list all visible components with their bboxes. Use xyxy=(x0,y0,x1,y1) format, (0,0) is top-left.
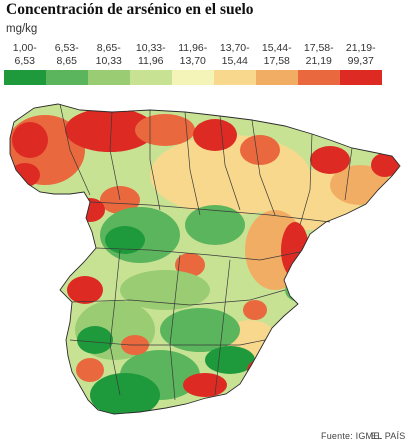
legend-range-label: 10,33- 11,96 xyxy=(130,42,172,68)
legend-range-label: 1,00- 6,53 xyxy=(4,42,46,68)
legend-range-from: 6,53- xyxy=(54,42,79,54)
zone-duero-low xyxy=(105,226,145,254)
legend-range-from: 21,19- xyxy=(345,42,376,54)
source-note: Fuente: IGME. xyxy=(321,431,383,441)
zone-caceres-hot xyxy=(67,276,103,304)
spain-choropleth-map xyxy=(9,103,401,415)
zone-basque xyxy=(193,119,237,151)
legend-swatch xyxy=(88,70,130,85)
unit-label: mg/kg xyxy=(6,23,38,35)
zone-valencia-coast xyxy=(281,222,309,278)
legend-range-label: 13,70- 15,44 xyxy=(214,42,256,68)
soil-arsenic-surface xyxy=(10,104,400,414)
legend-range-to: 10,33 xyxy=(95,55,122,67)
zone-almeria-hot xyxy=(247,358,283,382)
legend-swatch xyxy=(4,70,46,85)
zone-galicia-hot xyxy=(12,122,48,158)
legend-item: 1,00- 6,53 xyxy=(4,42,46,85)
legend-item: 11,96- 13,70 xyxy=(172,42,214,85)
zone-huelva xyxy=(90,373,160,414)
legend-item: 15,44- 17,58 xyxy=(256,42,298,85)
legend-range-from: 15,44- xyxy=(261,42,292,54)
legend-item: 13,70- 15,44 xyxy=(214,42,256,85)
zone-jaen xyxy=(160,308,240,352)
legend-range-label: 15,44- 17,58 xyxy=(256,42,298,68)
legend-swatch xyxy=(340,70,382,85)
legend-swatch xyxy=(46,70,88,85)
legend-item: 21,19- 99,37 xyxy=(340,42,382,85)
zone-toledo xyxy=(120,270,210,310)
legend-swatch xyxy=(214,70,256,85)
legend-range-from: 1,00- xyxy=(12,42,37,54)
zone-soria xyxy=(185,205,245,245)
zone-asturias xyxy=(65,108,155,152)
map-title: Concentración de arsénico en el suelo xyxy=(6,1,254,18)
legend-range-from: 17,58- xyxy=(303,42,334,54)
legend-range-to: 8,65 xyxy=(56,55,77,67)
zone-albacete xyxy=(243,300,267,320)
legend-range-from: 10,33- xyxy=(135,42,166,54)
legend-range-to: 99,37 xyxy=(347,55,374,67)
legend-range-to: 6,53 xyxy=(14,55,35,67)
zone-extremadura-low xyxy=(77,326,113,354)
country-outline xyxy=(9,103,401,415)
legend-range-label: 11,96- 13,70 xyxy=(172,42,214,68)
zone-alicante xyxy=(285,278,315,302)
legend-range-to: 15,44 xyxy=(221,55,248,67)
legend-item: 10,33- 11,96 xyxy=(130,42,172,85)
credit-label: EL PAÍS xyxy=(371,431,406,441)
zone-malaga-hot xyxy=(183,373,227,397)
legend-range-from: 8,65- xyxy=(96,42,121,54)
legend-range-from: 13,70- xyxy=(219,42,250,54)
zone-navarra xyxy=(240,135,280,165)
legend-range-to: 13,70 xyxy=(179,55,206,67)
legend-range-to: 21,19 xyxy=(305,55,332,67)
zone-granada xyxy=(205,346,255,374)
province-boundaries xyxy=(59,103,353,401)
zone-pyrenees xyxy=(310,146,350,174)
legend-range-label: 17,58- 21,19 xyxy=(298,42,340,68)
legend-swatch xyxy=(172,70,214,85)
zone-mancha xyxy=(175,253,205,277)
zone-girona xyxy=(371,153,399,177)
zone-cantabria xyxy=(135,114,195,146)
legend-range-label: 8,65- 10,33 xyxy=(88,42,130,68)
legend-range-to: 17,58 xyxy=(263,55,290,67)
legend-item: 17,58- 21,19 xyxy=(298,42,340,85)
legend-range-to: 11,96 xyxy=(138,55,164,67)
legend-item: 8,65- 10,33 xyxy=(88,42,130,85)
legend-swatch xyxy=(256,70,298,85)
legend-range-label: 6,53- 8,65 xyxy=(46,42,88,68)
color-legend: 1,00- 6,53 6,53- 8,65 8,65- 10,33 10,33-… xyxy=(4,42,382,85)
legend-range-label: 21,19- 99,37 xyxy=(340,42,382,68)
legend-item: 6,53- 8,65 xyxy=(46,42,88,85)
legend-swatch xyxy=(298,70,340,85)
legend-range-from: 11,96- xyxy=(178,42,208,54)
legend-swatch xyxy=(130,70,172,85)
zone-huelva-north xyxy=(76,358,104,382)
